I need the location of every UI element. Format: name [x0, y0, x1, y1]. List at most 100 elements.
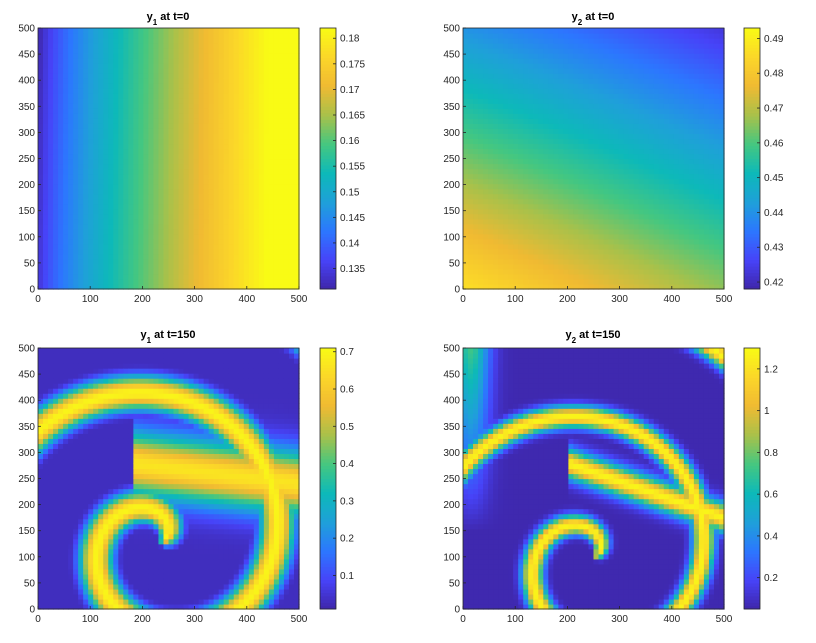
heatmap-cell: [108, 58, 114, 64]
heatmap-cell: [543, 253, 549, 260]
heatmap-cell: [523, 203, 529, 210]
heatmap-cell: [663, 98, 670, 104]
colorbar-tick-label: 0.17: [340, 85, 360, 96]
heatmap-cell: [148, 148, 155, 155]
heatmap-cell: [198, 78, 205, 84]
heatmap-cell: [513, 83, 519, 89]
heatmap-cell: [223, 178, 230, 185]
heatmap-cell: [573, 93, 580, 99]
heatmap-cell: [633, 268, 640, 275]
heatmap-cell: [213, 198, 220, 205]
heatmap-cell: [148, 63, 155, 69]
heatmap-cell: [273, 103, 280, 109]
heatmap-cell: [193, 73, 200, 79]
heatmap-cell: [178, 93, 185, 99]
heatmap-cell: [528, 58, 534, 64]
heatmap-cell: [238, 278, 245, 285]
heatmap-cell: [263, 58, 270, 64]
heatmap-cell: [108, 263, 114, 270]
heatmap-cell: [623, 248, 630, 255]
heatmap-cell: [248, 98, 255, 104]
heatmap-cell: [48, 253, 54, 260]
heatmap-cell: [588, 263, 595, 270]
heatmap-cell: [68, 243, 74, 250]
heatmap-cell: [513, 108, 519, 114]
heatmap-cell: [108, 123, 114, 129]
heatmap-cell: [213, 213, 220, 220]
heatmap-cell: [538, 263, 544, 270]
heatmap-cell: [568, 88, 575, 94]
heatmap-cell: [138, 53, 144, 59]
heatmap-cell: [248, 233, 255, 240]
heatmap-cell: [478, 208, 484, 215]
heatmap-cell: [208, 238, 215, 245]
heatmap-cell: [568, 223, 575, 230]
heatmap-cell: [128, 253, 134, 260]
heatmap-cell: [558, 213, 564, 220]
heatmap-cell: [133, 133, 139, 140]
heatmap-cell: [58, 63, 64, 69]
heatmap-cell: [563, 218, 569, 225]
heatmap-cell: [293, 283, 300, 290]
heatmap-cell: [98, 133, 104, 140]
colorbar-segment: [320, 148, 336, 153]
heatmap-cell: [543, 188, 549, 195]
heatmap-cell: [578, 83, 585, 89]
heatmap-cell: [168, 48, 175, 54]
heatmap-cell: [198, 243, 205, 250]
heatmap-cell: [123, 193, 129, 200]
heatmap-cell: [193, 143, 200, 150]
heatmap-cell: [663, 228, 670, 235]
heatmap-cell: [463, 93, 469, 99]
heatmap-cell: [143, 103, 150, 109]
heatmap-cell: [473, 58, 479, 64]
heatmap-cell: [483, 108, 489, 114]
heatmap-cell: [288, 273, 295, 280]
heatmap-cell: [188, 123, 195, 129]
heatmap-cell: [158, 163, 165, 170]
heatmap-cell: [103, 178, 109, 185]
heatmap-cell: [213, 218, 220, 225]
heatmap-cell: [263, 238, 270, 245]
heatmap-cell: [603, 178, 610, 185]
heatmap-cell: [63, 123, 69, 129]
heatmap-cell: [543, 68, 549, 74]
heatmap-cell: [513, 98, 519, 104]
heatmap-cell: [68, 203, 74, 210]
heatmap-cell: [253, 123, 260, 129]
heatmap-cell: [283, 133, 290, 140]
heatmap-cell: [73, 133, 79, 140]
heatmap-cell: [478, 48, 484, 54]
heatmap-cell: [98, 108, 104, 114]
heatmap-cell: [278, 183, 285, 190]
heatmap-cell: [658, 48, 665, 54]
heatmap-cell: [263, 248, 270, 255]
heatmap-cell: [283, 58, 290, 64]
heatmap-cell: [108, 103, 114, 109]
heatmap-cell: [193, 273, 200, 280]
heatmap-cell: [288, 93, 295, 99]
heatmap-cell: [468, 233, 474, 240]
heatmap-cell: [518, 63, 524, 69]
heatmap-cell: [293, 73, 300, 79]
heatmap-cell: [588, 238, 595, 245]
heatmap-cell: [543, 113, 549, 119]
heatmap-cell: [513, 38, 519, 44]
heatmap-cell: [278, 228, 285, 235]
heatmap-cell: [138, 83, 144, 89]
heatmap-cell: [598, 283, 605, 290]
heatmap-cell: [68, 123, 74, 129]
heatmap-cell: [568, 108, 575, 114]
heatmap-cell: [173, 228, 180, 235]
heatmap-cell: [213, 193, 220, 200]
heatmap-cell: [268, 228, 275, 235]
heatmap-cell: [58, 123, 64, 129]
heatmap-cell: [78, 118, 84, 124]
heatmap-cell: [253, 78, 260, 84]
heatmap-cell: [223, 163, 230, 170]
heatmap-cell: [523, 153, 529, 160]
heatmap-cell: [178, 78, 185, 84]
heatmap-cell: [623, 158, 630, 165]
heatmap-cell: [53, 188, 59, 195]
heatmap-cell: [498, 253, 504, 260]
